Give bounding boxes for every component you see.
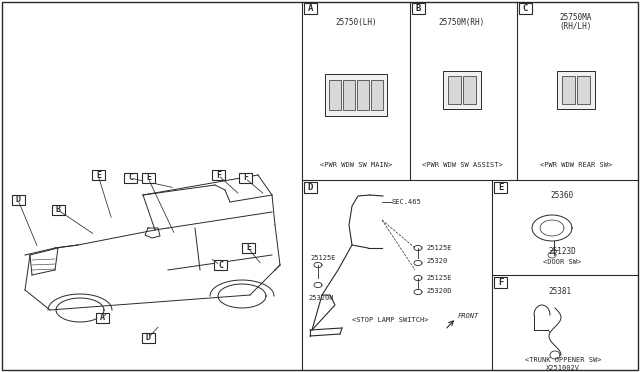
Text: E: E: [498, 183, 503, 192]
Text: <PWR WDW REAR SW>: <PWR WDW REAR SW>: [540, 162, 612, 168]
Bar: [142, 173, 155, 183]
Bar: [562, 76, 575, 104]
Bar: [239, 173, 252, 183]
Text: 25125E: 25125E: [426, 275, 451, 281]
Bar: [463, 76, 476, 104]
Text: F: F: [243, 173, 248, 183]
Text: E: E: [96, 170, 101, 180]
Bar: [214, 260, 227, 270]
Text: E: E: [146, 173, 151, 183]
Text: 25750(LH): 25750(LH): [335, 17, 377, 26]
Text: 25320N: 25320N: [308, 295, 333, 301]
Text: <STOP LAMP SWITCH>: <STOP LAMP SWITCH>: [352, 317, 428, 323]
Bar: [92, 170, 105, 180]
Text: D: D: [16, 196, 21, 205]
Text: (RH/LH): (RH/LH): [560, 22, 592, 32]
Text: 25320: 25320: [426, 258, 447, 264]
Text: C: C: [218, 260, 223, 269]
Text: D: D: [308, 183, 313, 192]
Bar: [52, 205, 65, 215]
Text: 25123D: 25123D: [548, 247, 576, 257]
Text: FRONT: FRONT: [458, 313, 479, 319]
Text: <TRUNK OPPENER SW>: <TRUNK OPPENER SW>: [525, 357, 601, 363]
Bar: [557, 71, 595, 109]
Bar: [325, 74, 387, 116]
Text: SEC.465: SEC.465: [392, 199, 422, 205]
Bar: [343, 80, 355, 110]
Text: F: F: [216, 170, 221, 180]
Text: 25360: 25360: [550, 192, 573, 201]
Text: F: F: [498, 278, 503, 287]
Bar: [494, 277, 507, 288]
Text: E: E: [246, 244, 251, 253]
Text: D: D: [146, 334, 151, 343]
Bar: [577, 76, 590, 104]
Bar: [357, 80, 369, 110]
Text: C: C: [128, 173, 133, 183]
Text: B: B: [56, 205, 61, 215]
Bar: [12, 195, 25, 205]
Text: 25125E: 25125E: [426, 245, 451, 251]
Bar: [371, 80, 383, 110]
Text: 25125E: 25125E: [310, 255, 335, 261]
Bar: [142, 333, 155, 343]
Bar: [304, 182, 317, 193]
Bar: [448, 76, 461, 104]
Text: <PWR WDW SW MAIN>: <PWR WDW SW MAIN>: [320, 162, 392, 168]
Text: <DOOR SW>: <DOOR SW>: [543, 259, 581, 265]
Text: B: B: [416, 4, 421, 13]
Bar: [96, 313, 109, 323]
Text: A: A: [308, 4, 313, 13]
Bar: [124, 173, 137, 183]
Text: C: C: [523, 4, 528, 13]
Text: 25381: 25381: [548, 288, 572, 296]
Bar: [212, 170, 225, 180]
Bar: [304, 3, 317, 14]
Bar: [494, 182, 507, 193]
Text: 25750MA: 25750MA: [560, 13, 592, 22]
Bar: [443, 71, 481, 109]
Text: A: A: [100, 314, 105, 323]
Text: 25320D: 25320D: [426, 288, 451, 294]
Text: X251002V: X251002V: [546, 365, 580, 371]
Bar: [519, 3, 532, 14]
Bar: [412, 3, 425, 14]
Bar: [329, 80, 341, 110]
Text: 25750M(RH): 25750M(RH): [439, 17, 485, 26]
Bar: [242, 243, 255, 253]
Text: <PWR WDW SW ASSIST>: <PWR WDW SW ASSIST>: [422, 162, 502, 168]
